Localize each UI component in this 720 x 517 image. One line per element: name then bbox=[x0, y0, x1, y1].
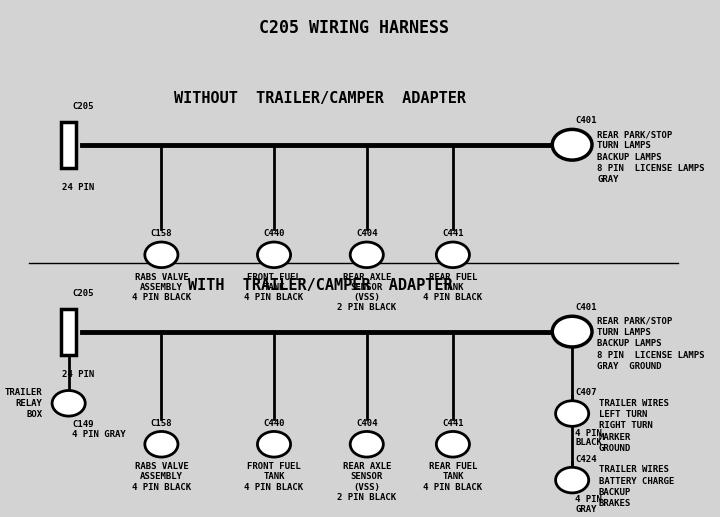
Text: 4 PIN BLACK: 4 PIN BLACK bbox=[132, 293, 191, 302]
Circle shape bbox=[350, 432, 383, 457]
Text: FRONT FUEL: FRONT FUEL bbox=[247, 273, 301, 282]
Text: TANK: TANK bbox=[264, 283, 285, 292]
Circle shape bbox=[552, 316, 592, 347]
Circle shape bbox=[436, 242, 469, 268]
Text: C424: C424 bbox=[575, 455, 597, 464]
Text: REAR FUEL: REAR FUEL bbox=[428, 462, 477, 471]
Text: BACKUP LAMPS: BACKUP LAMPS bbox=[598, 153, 662, 161]
Text: REAR PARK/STOP: REAR PARK/STOP bbox=[598, 130, 672, 139]
Text: ASSEMBLY: ASSEMBLY bbox=[140, 473, 183, 481]
Text: 4 PIN BLACK: 4 PIN BLACK bbox=[132, 483, 191, 492]
Text: C205 WIRING HARNESS: C205 WIRING HARNESS bbox=[258, 19, 449, 37]
Text: GROUND: GROUND bbox=[598, 444, 631, 453]
Text: FRONT FUEL: FRONT FUEL bbox=[247, 462, 301, 471]
Text: RELAY: RELAY bbox=[15, 399, 42, 408]
FancyBboxPatch shape bbox=[61, 309, 76, 355]
Circle shape bbox=[350, 242, 383, 268]
Text: C407: C407 bbox=[575, 388, 597, 397]
Text: BACKUP LAMPS: BACKUP LAMPS bbox=[598, 339, 662, 348]
Text: LEFT TURN: LEFT TURN bbox=[598, 410, 647, 419]
Text: C441: C441 bbox=[442, 230, 464, 238]
Text: C404: C404 bbox=[356, 230, 377, 238]
Text: TRAILER: TRAILER bbox=[4, 388, 42, 397]
Text: 4 PIN BLACK: 4 PIN BLACK bbox=[423, 293, 482, 302]
Text: TRAILER WIRES: TRAILER WIRES bbox=[598, 465, 668, 475]
Text: (VSS): (VSS) bbox=[354, 293, 380, 302]
Text: C404: C404 bbox=[356, 419, 377, 428]
Text: 2 PIN BLACK: 2 PIN BLACK bbox=[337, 303, 396, 312]
Text: (VSS): (VSS) bbox=[354, 483, 380, 492]
Text: ASSEMBLY: ASSEMBLY bbox=[140, 283, 183, 292]
Text: GRAY: GRAY bbox=[575, 505, 597, 514]
Text: 24 PIN: 24 PIN bbox=[62, 370, 94, 379]
Text: BATTERY CHARGE: BATTERY CHARGE bbox=[598, 477, 674, 485]
Circle shape bbox=[436, 432, 469, 457]
Text: BLACK: BLACK bbox=[575, 438, 603, 447]
Text: C401: C401 bbox=[575, 116, 597, 125]
Text: SENSOR: SENSOR bbox=[351, 473, 383, 481]
Text: BACKUP: BACKUP bbox=[598, 488, 631, 497]
Text: RIGHT TURN: RIGHT TURN bbox=[598, 421, 652, 430]
Text: GRAY  GROUND: GRAY GROUND bbox=[598, 362, 662, 371]
Text: WITH  TRAILER/CAMPER  ADAPTER: WITH TRAILER/CAMPER ADAPTER bbox=[188, 278, 453, 293]
Text: RABS VALVE: RABS VALVE bbox=[135, 273, 188, 282]
Text: TURN LAMPS: TURN LAMPS bbox=[598, 328, 651, 337]
Text: REAR AXLE: REAR AXLE bbox=[343, 462, 391, 471]
Circle shape bbox=[556, 467, 589, 493]
Text: TANK: TANK bbox=[442, 283, 464, 292]
Text: C440: C440 bbox=[264, 419, 285, 428]
Text: TANK: TANK bbox=[442, 473, 464, 481]
Text: C401: C401 bbox=[575, 303, 597, 312]
Text: 4 PIN BLACK: 4 PIN BLACK bbox=[245, 483, 304, 492]
Text: 8 PIN  LICENSE LAMPS: 8 PIN LICENSE LAMPS bbox=[598, 351, 705, 360]
Text: C205: C205 bbox=[72, 102, 94, 112]
Text: 4 PIN BLACK: 4 PIN BLACK bbox=[245, 293, 304, 302]
Text: 8 PIN  LICENSE LAMPS: 8 PIN LICENSE LAMPS bbox=[598, 164, 705, 173]
Text: RABS VALVE: RABS VALVE bbox=[135, 462, 188, 471]
Text: TANK: TANK bbox=[264, 473, 285, 481]
Text: TURN LAMPS: TURN LAMPS bbox=[598, 141, 651, 150]
Text: BRAKES: BRAKES bbox=[598, 499, 631, 508]
Circle shape bbox=[556, 401, 589, 427]
Text: SENSOR: SENSOR bbox=[351, 283, 383, 292]
Text: 4 PIN GRAY: 4 PIN GRAY bbox=[72, 430, 126, 439]
Text: C149: C149 bbox=[72, 420, 94, 429]
Text: C158: C158 bbox=[150, 419, 172, 428]
Text: REAR FUEL: REAR FUEL bbox=[428, 273, 477, 282]
Text: WITHOUT  TRAILER/CAMPER  ADAPTER: WITHOUT TRAILER/CAMPER ADAPTER bbox=[174, 92, 467, 107]
Text: 24 PIN: 24 PIN bbox=[62, 183, 94, 192]
Text: 4 PIN BLACK: 4 PIN BLACK bbox=[423, 483, 482, 492]
Text: C440: C440 bbox=[264, 230, 285, 238]
Circle shape bbox=[52, 390, 85, 416]
Text: C205: C205 bbox=[72, 290, 94, 298]
Circle shape bbox=[145, 432, 178, 457]
Text: C158: C158 bbox=[150, 230, 172, 238]
Text: 4 PIN: 4 PIN bbox=[575, 429, 603, 438]
Text: C441: C441 bbox=[442, 419, 464, 428]
Circle shape bbox=[258, 242, 291, 268]
FancyBboxPatch shape bbox=[61, 121, 76, 168]
Text: 2 PIN BLACK: 2 PIN BLACK bbox=[337, 493, 396, 502]
Text: TRAILER WIRES: TRAILER WIRES bbox=[598, 399, 668, 408]
Text: MARKER: MARKER bbox=[598, 433, 631, 442]
Text: REAR AXLE: REAR AXLE bbox=[343, 273, 391, 282]
Text: REAR PARK/STOP: REAR PARK/STOP bbox=[598, 317, 672, 326]
Text: BOX: BOX bbox=[26, 410, 42, 419]
Circle shape bbox=[258, 432, 291, 457]
Circle shape bbox=[145, 242, 178, 268]
Circle shape bbox=[552, 129, 592, 160]
Text: GRAY: GRAY bbox=[598, 175, 618, 184]
Text: 4 PIN: 4 PIN bbox=[575, 495, 603, 505]
